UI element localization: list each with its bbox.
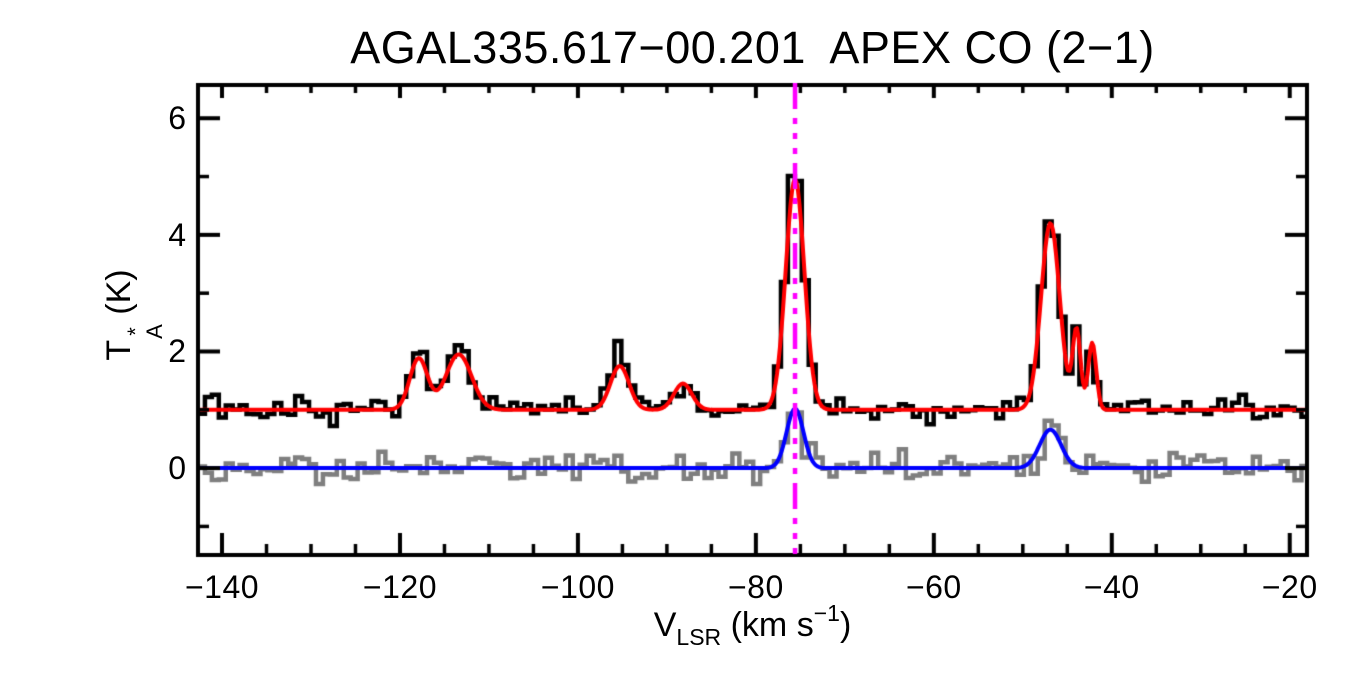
- y-axis-label-symbol: T: [100, 339, 138, 361]
- y-tick-label: 4: [168, 216, 186, 253]
- x-tick-label: −60: [905, 569, 962, 605]
- y-tick-label: 6: [168, 100, 186, 137]
- y-axis-label-unit: (K): [100, 269, 138, 325]
- x-axis-label-exp: −1: [813, 600, 840, 626]
- y-axis-label-subsup: * A: [123, 324, 167, 339]
- x-tick-label: −140: [184, 569, 260, 605]
- x-axis-label-unit-close: ): [839, 606, 852, 644]
- x-axis-label-sub: LSR: [676, 624, 722, 650]
- x-tick-label: −40: [1083, 569, 1140, 605]
- x-axis-label: VLSR (km s−1): [198, 602, 1307, 649]
- y-axis-label: T * A (K): [100, 269, 167, 361]
- x-tick-label: −80: [727, 569, 784, 605]
- y-axis-label-sub: A: [142, 324, 167, 339]
- plot-title: AGAL335.617−00.201 APEX CO (2−1): [350, 22, 1155, 73]
- y-tick-label: 2: [168, 333, 186, 370]
- y-tick-label: 0: [168, 450, 186, 487]
- x-axis-label-unit-open: (km s: [721, 606, 814, 644]
- x-tick-label: −120: [362, 569, 437, 605]
- x-tick-label: −100: [540, 569, 615, 605]
- x-tick-label: −20: [1261, 569, 1318, 605]
- x-axis-label-symbol: V: [653, 606, 677, 644]
